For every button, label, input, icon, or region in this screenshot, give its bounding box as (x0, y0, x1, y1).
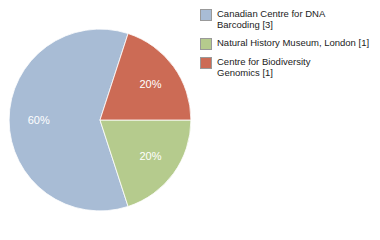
html-text:Canadian Centre for DNA Barcod: Canadian Centre for DNA Barcoding [3] (217, 8, 326, 31)
svg-text:60%: 60% (28, 114, 50, 126)
html-text:Centre for Biodiversity Genomi: Centre for Biodiversity Genomics [1] (217, 55, 311, 79)
svg-text:20%: 20% (139, 150, 161, 162)
svg-text:20%: 20% (139, 78, 161, 90)
html-text:Natural History Museum, London: Natural History Museum, London [1] (217, 36, 370, 48)
